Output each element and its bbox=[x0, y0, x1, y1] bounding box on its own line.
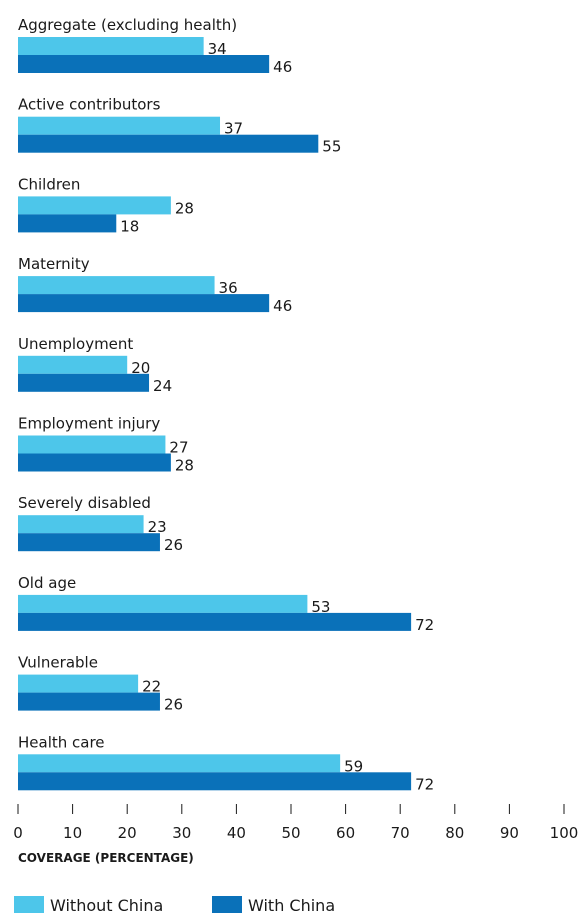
category-label: Severely disabled bbox=[18, 494, 151, 512]
legend: Without China With China bbox=[14, 896, 335, 915]
legend-swatch-without-china bbox=[14, 896, 44, 913]
x-tick-label: 0 bbox=[13, 824, 23, 842]
bars-group: Aggregate (excluding health) 34 46 Active c… bbox=[18, 16, 434, 793]
bar-without-china bbox=[18, 355, 128, 374]
legend-label: With China bbox=[248, 896, 335, 915]
x-tick-label: 90 bbox=[500, 824, 519, 842]
data-label: 28 bbox=[175, 199, 194, 217]
x-tick-label: 30 bbox=[172, 824, 191, 842]
category-label: Maternity bbox=[18, 255, 90, 273]
data-label: 22 bbox=[142, 678, 161, 696]
data-label: 55 bbox=[322, 138, 341, 156]
x-tick-label: 10 bbox=[63, 824, 82, 842]
legend-label: Without China bbox=[50, 896, 163, 915]
data-label: 20 bbox=[131, 359, 150, 377]
bar-with-china bbox=[18, 214, 117, 233]
data-label: 18 bbox=[120, 217, 139, 235]
data-label: 59 bbox=[344, 757, 363, 775]
bar-with-china bbox=[18, 453, 171, 472]
x-tick-label: 80 bbox=[445, 824, 464, 842]
data-label: 37 bbox=[224, 120, 243, 138]
data-label: 26 bbox=[164, 536, 183, 554]
bar-without-china bbox=[18, 435, 166, 454]
data-label: 24 bbox=[153, 377, 172, 395]
x-tick-label: 100 bbox=[550, 824, 579, 842]
category-label: Aggregate (excluding health) bbox=[18, 16, 237, 34]
category-label: Vulnerable bbox=[18, 654, 98, 672]
data-label: 28 bbox=[175, 457, 194, 475]
data-label: 46 bbox=[273, 58, 292, 76]
x-tick-label: 70 bbox=[391, 824, 410, 842]
x-axis: 0 10 20 30 40 50 60 70 80 90 100 bbox=[13, 804, 578, 842]
bar-without-china bbox=[18, 594, 308, 613]
category-label: Employment injury bbox=[18, 415, 160, 433]
category-label: Health care bbox=[18, 733, 105, 751]
bar-without-china bbox=[18, 37, 204, 55]
x-axis-title: COVERAGE (PERCENTAGE) bbox=[18, 851, 194, 865]
data-label: 72 bbox=[415, 616, 434, 634]
data-label: 36 bbox=[219, 279, 238, 297]
data-label: 23 bbox=[148, 518, 167, 536]
data-label: 27 bbox=[169, 439, 188, 457]
bar-with-china bbox=[18, 612, 412, 631]
bar-with-china bbox=[18, 134, 319, 153]
bar-without-china bbox=[18, 116, 221, 135]
data-label: 53 bbox=[311, 598, 330, 616]
bar-with-china bbox=[18, 294, 270, 313]
bar-without-china bbox=[18, 515, 144, 534]
legend-swatch-with-china bbox=[212, 896, 242, 913]
bar-with-china bbox=[18, 55, 270, 73]
category-label: Children bbox=[18, 175, 80, 193]
data-label: 46 bbox=[273, 297, 292, 315]
category-label: Old age bbox=[18, 574, 76, 592]
category-label: Unemployment bbox=[18, 335, 133, 353]
data-label: 26 bbox=[164, 696, 183, 714]
bar-with-china bbox=[18, 772, 412, 791]
bar-without-china bbox=[18, 196, 171, 215]
bar-with-china bbox=[18, 373, 150, 392]
bar-without-china bbox=[18, 276, 215, 295]
bar-with-china bbox=[18, 533, 160, 552]
x-tick-label: 20 bbox=[118, 824, 137, 842]
data-label: 34 bbox=[208, 40, 227, 58]
data-label: 72 bbox=[415, 775, 434, 793]
category-label: Active contributors bbox=[18, 96, 161, 114]
bar-without-china bbox=[18, 754, 341, 773]
x-tick-label: 60 bbox=[336, 824, 355, 842]
x-tick-label: 40 bbox=[227, 824, 246, 842]
bar-without-china bbox=[18, 674, 139, 693]
bar-with-china bbox=[18, 692, 160, 711]
x-tick-label: 50 bbox=[281, 824, 300, 842]
